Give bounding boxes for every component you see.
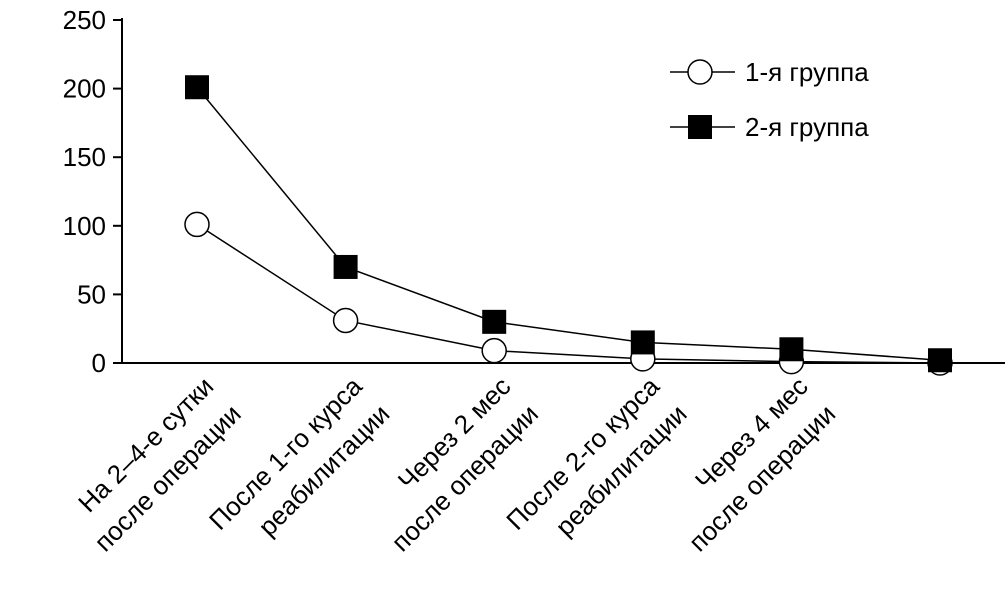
x-tick-label: Через 4 меспосле операции <box>655 371 841 557</box>
y-tick-label: 150 <box>63 142 106 172</box>
marker <box>184 211 210 238</box>
y-tick-label: 100 <box>63 211 106 241</box>
marker <box>333 254 358 279</box>
marker <box>688 115 712 139</box>
marker <box>332 307 359 334</box>
y-tick-label: 50 <box>77 279 106 309</box>
marker <box>482 309 507 334</box>
y-tick-label: 0 <box>92 348 106 378</box>
x-tick-label: После 1-го курсареабилитации <box>203 371 396 564</box>
legend-label: 1-я группа <box>745 57 869 87</box>
marker <box>481 337 507 364</box>
marker <box>928 348 952 373</box>
y-tick-label: 250 <box>63 5 106 35</box>
series-line <box>196 223 941 364</box>
series-line <box>196 86 941 362</box>
marker <box>185 75 209 100</box>
marker <box>779 337 804 362</box>
legend-label: 2-я группа <box>745 112 869 142</box>
marker <box>687 59 713 85</box>
marker <box>630 330 655 355</box>
y-tick-label: 200 <box>63 74 106 104</box>
x-tick-label: После 2-го курсареабилитации <box>500 371 693 564</box>
